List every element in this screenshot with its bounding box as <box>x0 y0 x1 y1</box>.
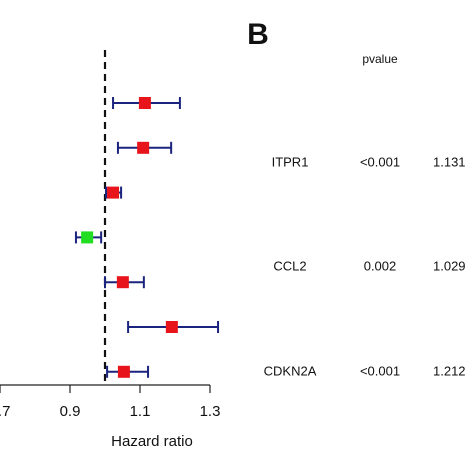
x-tick-label: 1.1 <box>130 403 151 420</box>
pvalue: <0.001 <box>360 363 400 378</box>
point-estimate <box>81 231 94 244</box>
x-tick-label: 1.3 <box>200 403 221 420</box>
point-estimate <box>137 141 150 154</box>
column-header: pvalue <box>362 52 398 66</box>
point-estimate <box>138 97 151 109</box>
point-estimate <box>107 186 120 199</box>
pvalue: <0.001 <box>360 154 400 169</box>
hazard-ratio: 1.212 <box>433 363 466 378</box>
gene-name: ITPR1 <box>272 154 309 169</box>
point-estimate <box>117 365 130 378</box>
hazard-ratio: 1.131 <box>433 154 466 169</box>
point-estimate <box>116 276 129 289</box>
x-tick-label: 0.7 <box>0 403 10 420</box>
pvalue: 0.002 <box>364 258 397 273</box>
panel-label: B <box>247 18 269 51</box>
x-tick-label: 0.9 <box>60 403 81 420</box>
x-axis-label: Hazard ratio <box>111 433 193 450</box>
point-estimate <box>165 321 178 333</box>
gene-name: CCL2 <box>273 258 306 273</box>
gene-name: CDKN2A <box>264 363 317 378</box>
hazard-ratio: 1.029 <box>433 258 466 273</box>
